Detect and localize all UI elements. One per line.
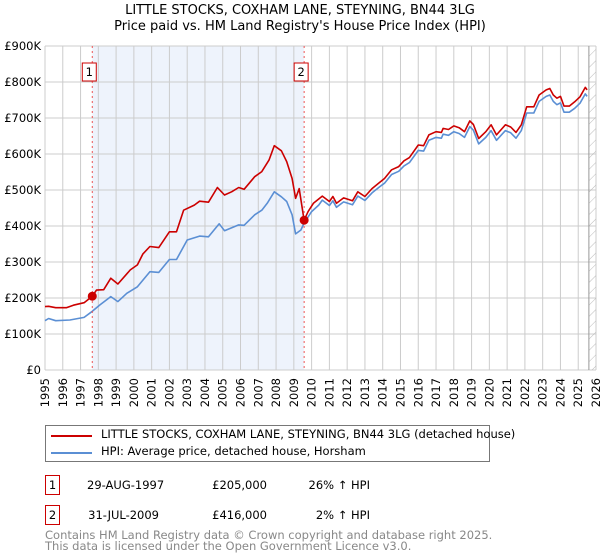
- sale-point-marker: [299, 215, 309, 225]
- x-tick-label: 2016: [411, 378, 425, 407]
- sale-label-box: [81, 62, 97, 82]
- sale-price: £416,000: [212, 508, 267, 522]
- footer: Contains HM Land Registry data © Crown c…: [45, 528, 493, 553]
- x-tick-label: 2013: [358, 378, 372, 407]
- legend-label: LITTLE STOCKS, COXHAM LANE, STEYNING, BN…: [101, 427, 516, 441]
- y-tick-label: £700K: [4, 111, 41, 125]
- x-tick-label: 1995: [38, 378, 52, 407]
- sale-row: 1 29-AUG-1997 £205,000 26% ↑ HPI: [45, 475, 445, 495]
- x-tick-label: 2004: [198, 378, 212, 407]
- sale-row: 2 31-JUL-2009 £416,000 2% ↑ HPI: [45, 505, 445, 525]
- x-tick-label: 2014: [376, 378, 390, 407]
- x-tick-label: 2009: [287, 378, 301, 407]
- legend: LITTLE STOCKS, COXHAM LANE, STEYNING, BN…: [45, 425, 515, 462]
- x-tick-label: 2024: [553, 378, 567, 407]
- x-tick-label: 2017: [429, 378, 443, 407]
- y-tick-label: £100K: [4, 327, 41, 341]
- legend-swatch-red: [51, 435, 92, 437]
- sale-marker-box: 2: [45, 505, 60, 525]
- x-tick-label: 2012: [340, 378, 354, 407]
- x-tick-label: 1999: [109, 378, 123, 407]
- x-tick-label: 2025: [571, 378, 585, 407]
- y-tick-label: £200K: [4, 291, 41, 305]
- footer-line: Contains HM Land Registry data © Crown c…: [45, 528, 493, 542]
- property-price-line: [44, 86, 588, 309]
- sale-label-number: 1: [86, 65, 93, 79]
- x-tick-label: 2006: [234, 378, 248, 407]
- x-tick-label: 2015: [393, 378, 407, 407]
- x-tick-label: 2002: [162, 378, 176, 407]
- y-tick-label: £800K: [4, 75, 41, 89]
- y-tick-label: £900K: [4, 39, 41, 53]
- x-tick-label: 2011: [322, 378, 336, 407]
- sale-hpi-diff: 26% ↑ HPI: [308, 478, 370, 492]
- x-tick-label: 2003: [180, 378, 194, 407]
- hpi-line: [44, 93, 588, 322]
- x-tick-label: 2005: [216, 378, 230, 407]
- y-tick-label: £600K: [4, 147, 41, 161]
- x-tick-label: 2018: [447, 378, 461, 407]
- forecast-hatch-area: [588, 46, 596, 370]
- chart-title: LITTLE STOCKS, COXHAM LANE, STEYNING, BN…: [125, 3, 475, 18]
- sale-date: 31-JUL-2009: [88, 508, 159, 522]
- x-tick-label: 2022: [518, 378, 532, 407]
- legend-swatch-blue: [51, 452, 92, 454]
- x-tick-label: 2008: [269, 378, 283, 407]
- sale-date: 29-AUG-1997: [87, 478, 165, 492]
- sale-point-marker: [87, 291, 97, 301]
- legend-label: HPI: Average price, detached house, Hors…: [101, 444, 366, 458]
- y-tick-label: £0: [26, 363, 41, 377]
- x-tick-label: 2023: [536, 378, 550, 407]
- x-tick-label: 1996: [56, 378, 70, 407]
- x-tick-label: 2021: [500, 378, 514, 407]
- y-tick-label: £500K: [4, 183, 41, 197]
- x-tick-label: 2026: [589, 378, 600, 407]
- sale-label-box: [293, 62, 309, 82]
- x-tick-label: 2020: [482, 378, 496, 407]
- sale-label-number: 2: [297, 65, 304, 79]
- x-tick-label: 2019: [465, 378, 479, 407]
- x-tick-label: 2001: [145, 378, 159, 407]
- x-tick-label: 2000: [127, 378, 141, 407]
- x-tick-label: 2010: [305, 378, 319, 407]
- x-tick-label: 1997: [74, 378, 88, 407]
- chart-subtitle: Price paid vs. HM Land Registry's House …: [114, 19, 486, 34]
- y-tick-label: £400K: [4, 219, 41, 233]
- x-tick-label: 1998: [91, 378, 105, 407]
- sale-hpi-diff: 2% ↑ HPI: [315, 508, 370, 522]
- price-chart: 1995 1996 1997 1998 1999 2000 2001 2002 2003 2004…: [4, 39, 600, 407]
- sale-price: £205,000: [212, 478, 267, 492]
- sale-marker-box: 1: [45, 475, 60, 495]
- x-tick-label: 2007: [251, 378, 265, 407]
- footer-line: This data is licensed under the Open Gov…: [45, 539, 412, 553]
- y-tick-label: £300K: [4, 255, 41, 269]
- ownership-period-shade: [92, 46, 305, 370]
